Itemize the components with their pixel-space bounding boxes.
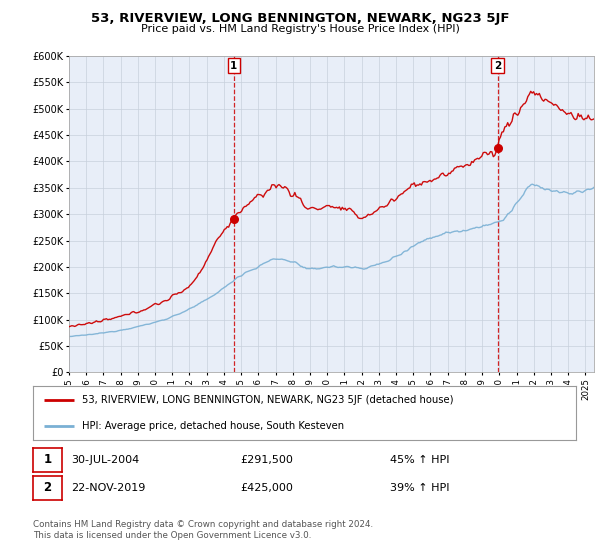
- Text: 53, RIVERVIEW, LONG BENNINGTON, NEWARK, NG23 5JF: 53, RIVERVIEW, LONG BENNINGTON, NEWARK, …: [91, 12, 509, 25]
- Text: Contains HM Land Registry data © Crown copyright and database right 2024.
This d: Contains HM Land Registry data © Crown c…: [33, 520, 373, 540]
- Text: 1: 1: [43, 453, 52, 466]
- Text: 39% ↑ HPI: 39% ↑ HPI: [390, 483, 449, 493]
- Text: HPI: Average price, detached house, South Kesteven: HPI: Average price, detached house, Sout…: [82, 421, 344, 431]
- Text: 2: 2: [43, 481, 52, 494]
- Text: £425,000: £425,000: [240, 483, 293, 493]
- Text: 30-JUL-2004: 30-JUL-2004: [71, 455, 139, 465]
- Text: 2: 2: [494, 60, 501, 71]
- Text: 22-NOV-2019: 22-NOV-2019: [71, 483, 145, 493]
- Text: 1: 1: [230, 60, 238, 71]
- Text: 53, RIVERVIEW, LONG BENNINGTON, NEWARK, NG23 5JF (detached house): 53, RIVERVIEW, LONG BENNINGTON, NEWARK, …: [82, 395, 454, 405]
- Text: Price paid vs. HM Land Registry's House Price Index (HPI): Price paid vs. HM Land Registry's House …: [140, 24, 460, 34]
- Text: £291,500: £291,500: [240, 455, 293, 465]
- Text: 45% ↑ HPI: 45% ↑ HPI: [390, 455, 449, 465]
